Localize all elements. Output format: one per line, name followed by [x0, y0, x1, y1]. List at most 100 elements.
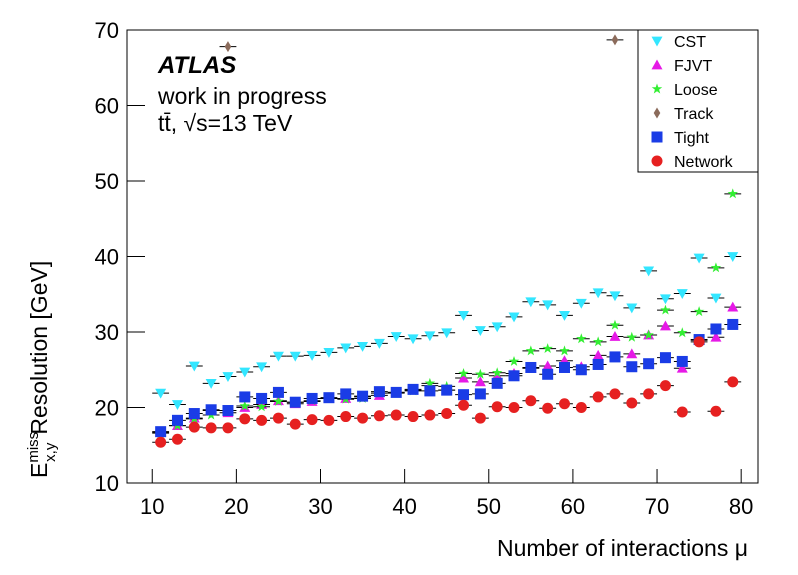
data-point [727, 301, 739, 312]
data-point [458, 368, 469, 378]
data-point [710, 331, 722, 342]
data-point [306, 351, 318, 361]
data-point [390, 386, 402, 398]
legend-marker [651, 83, 663, 94]
data-point [205, 404, 217, 416]
data-point [592, 391, 604, 403]
y-tick-label: 30 [95, 320, 119, 345]
data-point [474, 376, 486, 387]
data-point [458, 399, 470, 411]
data-point [474, 388, 486, 400]
data-point [491, 367, 503, 378]
x-tick-label: 50 [477, 494, 501, 519]
data-point [272, 412, 284, 424]
data-point [474, 326, 486, 336]
data-point [171, 433, 183, 445]
data-point [626, 331, 638, 342]
data-point [660, 304, 671, 315]
legend-marker [651, 59, 663, 70]
data-point [188, 408, 200, 420]
data-point [458, 389, 470, 401]
data-point [677, 327, 688, 338]
data-point [373, 410, 385, 422]
data-point [171, 414, 183, 426]
x-tick-label: 40 [392, 494, 416, 519]
data-point [508, 370, 520, 382]
data-point [407, 383, 419, 395]
legend-label: Track [674, 106, 714, 123]
data-point [592, 336, 604, 347]
data-point [155, 436, 167, 448]
data-point [340, 388, 352, 400]
y-axis-superscript: miss [25, 432, 42, 463]
y-tick-label: 40 [95, 245, 119, 270]
data-point [659, 294, 671, 305]
data-point [643, 358, 655, 370]
data-point [676, 355, 688, 367]
data-point [239, 413, 251, 425]
x-tick-label: 20 [224, 494, 248, 519]
legend-label: FJVT [674, 58, 712, 75]
data-point [474, 412, 486, 424]
data-point [609, 291, 621, 302]
data-point [323, 392, 335, 404]
data-point [609, 351, 621, 363]
data-point [424, 331, 436, 342]
data-point [491, 377, 503, 389]
x-tick-label: 80 [729, 494, 753, 519]
data-point [558, 310, 570, 321]
data-point [306, 392, 318, 404]
legend-marker [653, 107, 661, 119]
data-point [222, 405, 234, 417]
data-point [407, 334, 419, 345]
data-point [626, 397, 638, 409]
data-point [575, 402, 587, 413]
data-point [559, 345, 570, 356]
data-point [525, 297, 537, 308]
data-point [626, 303, 638, 314]
y-tick-label: 10 [95, 471, 119, 496]
data-point [643, 388, 655, 400]
y-tick-label: 20 [95, 396, 119, 421]
x-axis-label: Number of interactions μ [497, 535, 748, 561]
data-point [205, 422, 217, 434]
data-point [407, 411, 419, 423]
data-point [239, 391, 251, 403]
data-point [256, 414, 268, 426]
data-point [710, 293, 722, 304]
data-point [340, 343, 352, 354]
data-point [491, 401, 503, 413]
data-point [475, 368, 486, 379]
data-point [626, 361, 638, 373]
y-tick-label: 50 [95, 169, 119, 194]
y-axis-text: Resolution [GeV] [26, 261, 52, 435]
data-point [676, 362, 688, 373]
data-point [323, 414, 335, 426]
data-point [306, 414, 318, 426]
data-point [373, 338, 385, 349]
status-label: work in progress [157, 83, 327, 109]
legend-marker [651, 131, 663, 143]
data-point [441, 328, 453, 339]
data-point [458, 372, 470, 383]
data-point [542, 360, 554, 371]
data-point [357, 341, 369, 352]
legend-label: Tight [674, 130, 710, 147]
data-point [357, 412, 369, 424]
data-point [609, 388, 621, 400]
data-point [676, 289, 688, 299]
data-point [256, 401, 267, 412]
process-label: tt̄, √s=13 TeV [158, 110, 293, 136]
data-point [576, 333, 587, 344]
data-point [273, 395, 284, 406]
data-point [441, 384, 453, 396]
data-point [727, 252, 739, 262]
data-point [340, 411, 352, 423]
data-point [643, 329, 654, 340]
data-point [525, 361, 537, 373]
data-point [256, 362, 268, 373]
data-point [441, 408, 453, 420]
data-point [508, 312, 520, 323]
data-point [205, 378, 217, 389]
data-point [592, 358, 604, 370]
